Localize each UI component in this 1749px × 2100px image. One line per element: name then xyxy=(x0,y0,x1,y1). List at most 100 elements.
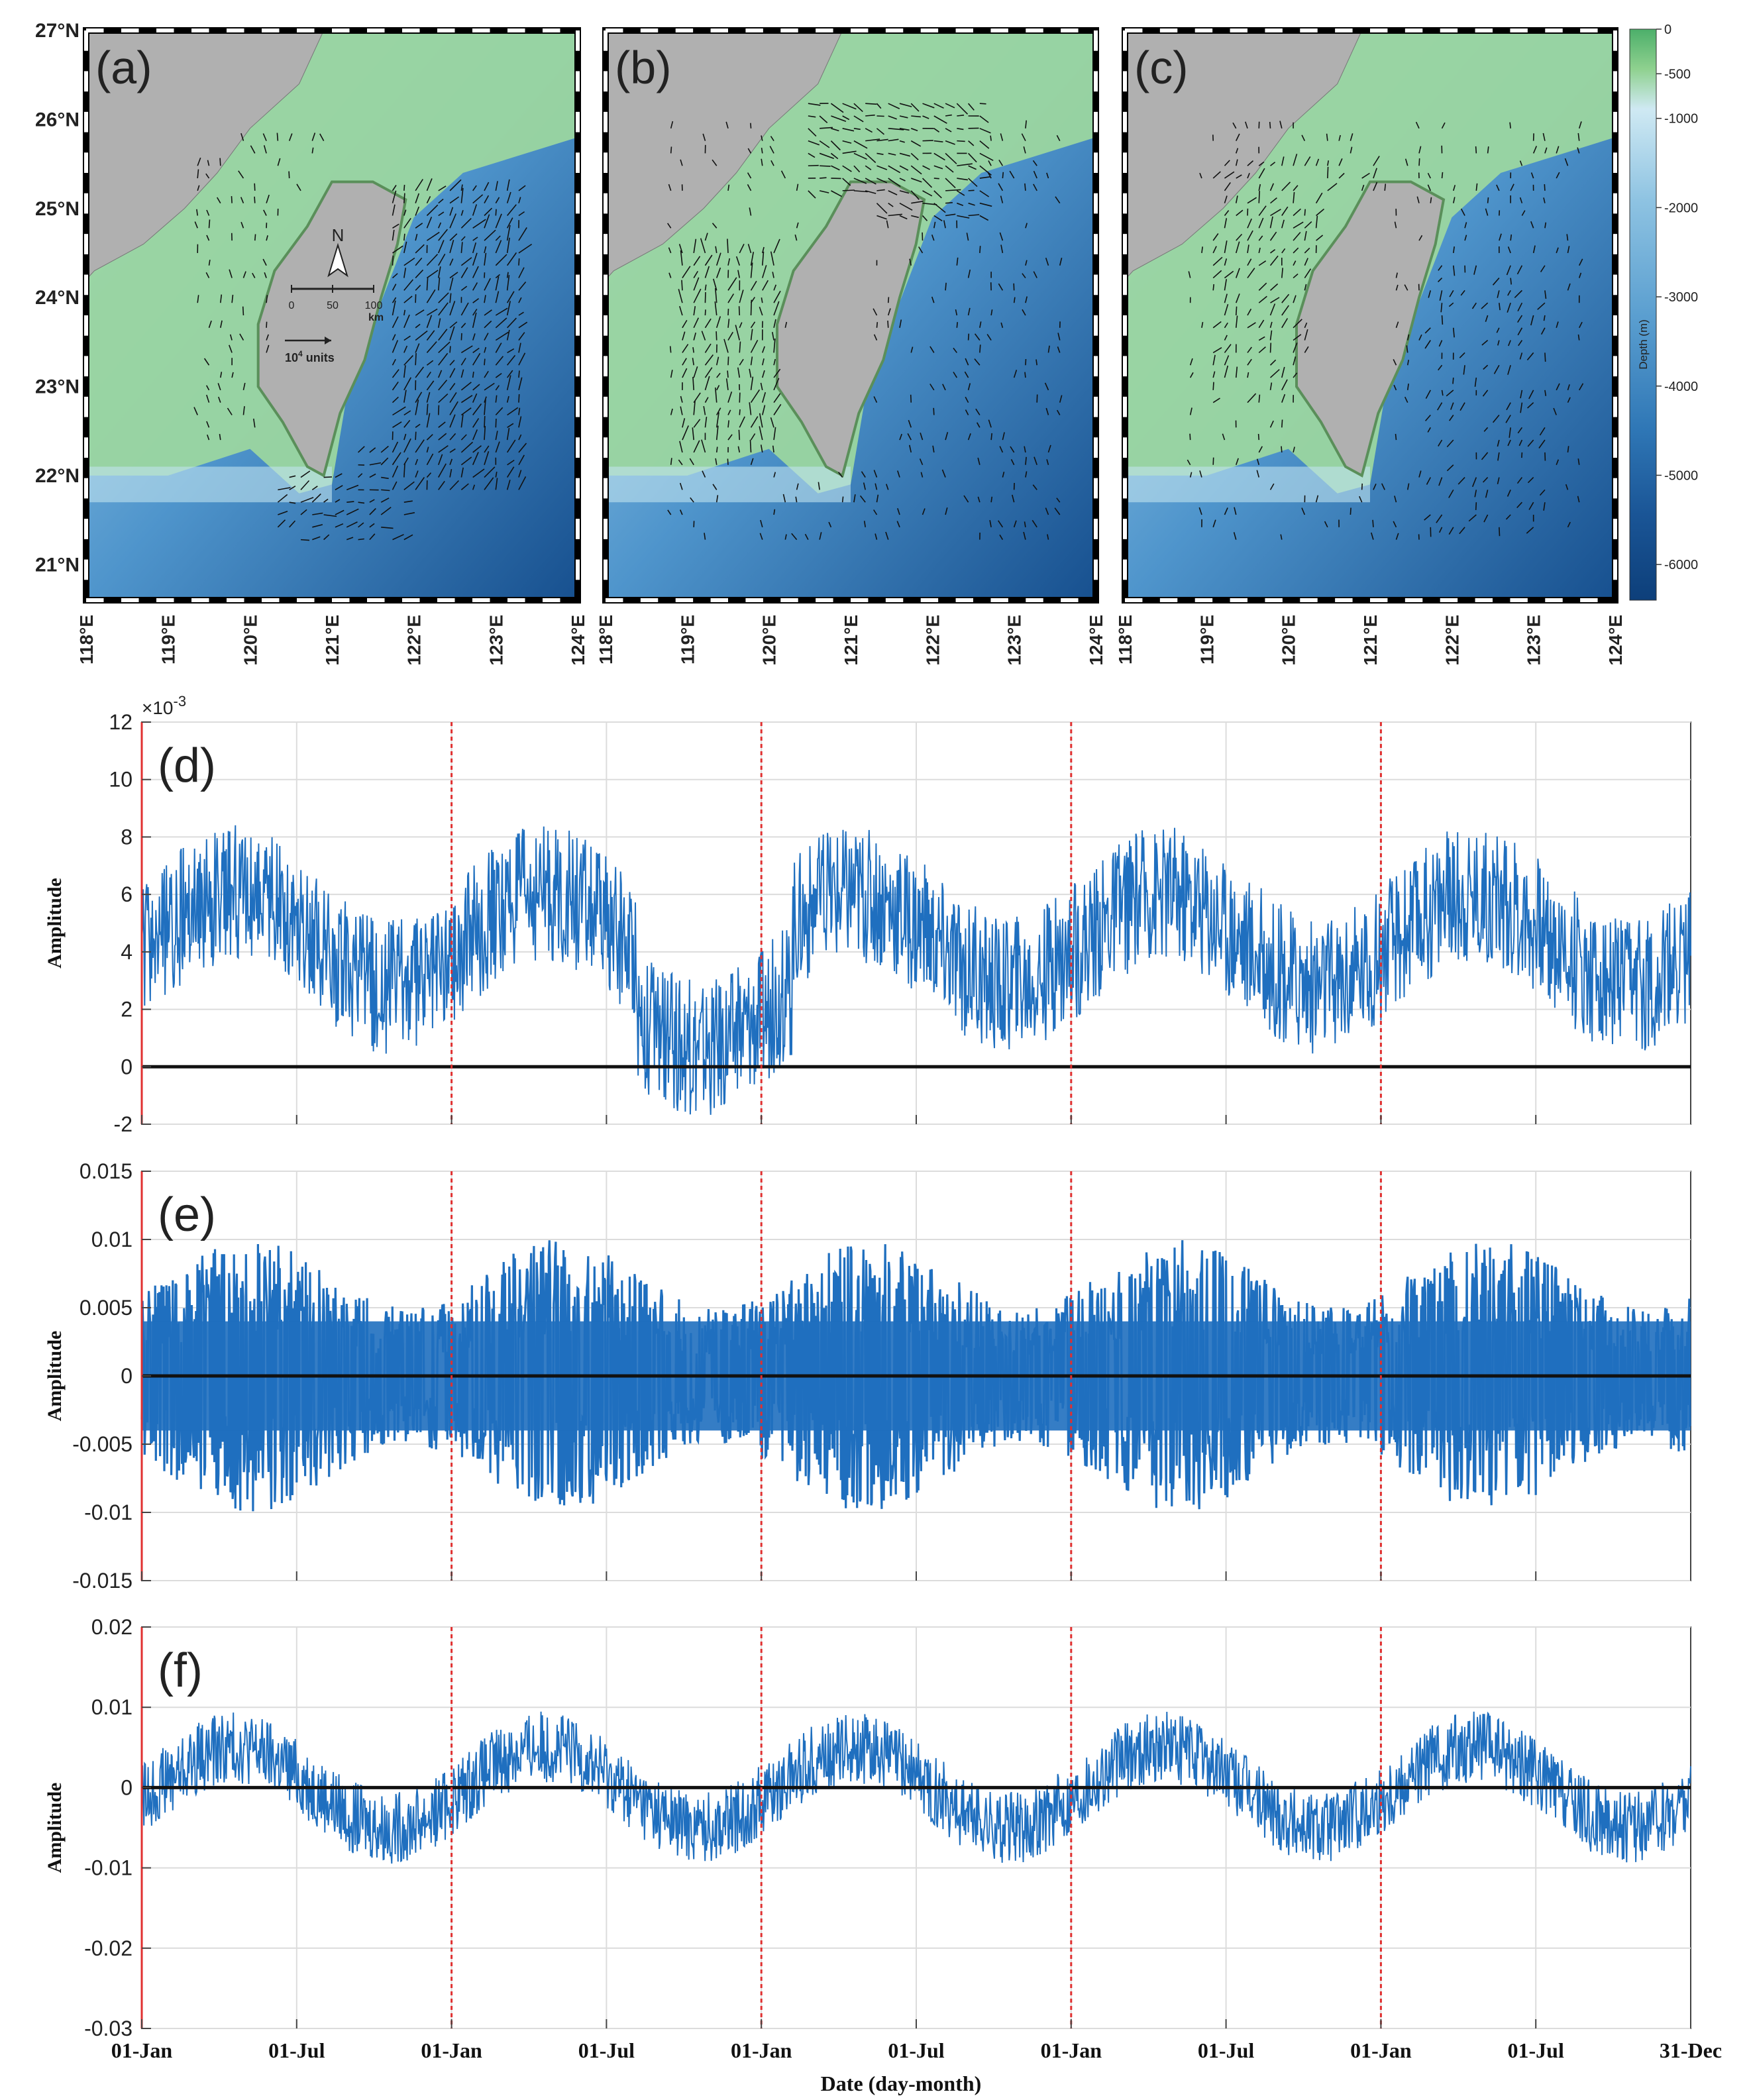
depth-colorbar: Depth (m) 0 -500 -1000 -2000 -3000 -4000 -5000… xyxy=(1629,23,1698,601)
vector-arrow xyxy=(863,482,866,490)
vector-arrow xyxy=(438,240,445,254)
vector-arrow xyxy=(495,356,504,366)
vector-arrow xyxy=(460,358,466,366)
vector-arrow xyxy=(979,215,989,221)
vector-arrow xyxy=(865,128,873,133)
vector-arrow xyxy=(819,140,830,148)
vector-arrow xyxy=(472,266,479,278)
vector-arrow xyxy=(484,477,494,490)
vector-arrow xyxy=(1245,121,1248,129)
lon-tick-label: 121°E xyxy=(1360,615,1381,666)
vector-arrow xyxy=(750,356,753,366)
vector-arrow xyxy=(1395,272,1398,278)
vector-arrow xyxy=(197,295,199,303)
vector-arrow xyxy=(998,520,1004,528)
vector-arrow xyxy=(358,446,365,453)
vector-arrow xyxy=(704,233,708,241)
vector-arrow xyxy=(1013,297,1016,303)
vector-arrow xyxy=(415,399,419,415)
vector-arrow xyxy=(1212,171,1221,179)
vector-arrow xyxy=(449,272,458,279)
lon-tick-label: 120°E xyxy=(1279,615,1299,666)
vector-arrow xyxy=(670,121,674,129)
vector-arrow xyxy=(727,277,737,291)
vector-arrow xyxy=(1544,184,1546,191)
vector-arrow xyxy=(506,272,509,278)
vector-arrow xyxy=(762,346,765,353)
vector-arrow xyxy=(1281,394,1286,403)
vector-arrow xyxy=(945,114,952,117)
vector-arrow xyxy=(716,316,721,329)
vector-arrow xyxy=(460,407,472,416)
vector-arrow xyxy=(392,297,397,303)
vector-arrow xyxy=(979,152,994,162)
vector-arrow xyxy=(933,140,943,142)
vector-arrow xyxy=(1508,340,1511,346)
vector-arrow xyxy=(796,184,799,191)
vector-arrow xyxy=(1579,383,1584,391)
vector-arrow xyxy=(1532,146,1538,154)
vector-arrow xyxy=(953,347,957,353)
vector-arrow xyxy=(911,115,921,118)
vector-arrow xyxy=(1304,156,1311,166)
vector-arrow xyxy=(1189,433,1191,441)
vector-arrow xyxy=(1544,222,1547,229)
vector-arrow xyxy=(808,128,817,137)
vector-arrow xyxy=(1453,185,1456,191)
vector-arrow xyxy=(1293,260,1297,266)
vector-arrow xyxy=(1496,184,1500,191)
series-panel-e: 0.015 0.01 0.005 0 -0.005 -0.01 -0.015 Amplitud… xyxy=(44,1159,1692,1593)
vector-arrow xyxy=(392,396,399,403)
vector-arrow xyxy=(1510,234,1512,241)
map-panel-label: (b) xyxy=(615,42,672,93)
vector-arrow xyxy=(1507,439,1511,446)
vector-arrow xyxy=(403,184,405,191)
vector-arrow xyxy=(886,220,889,229)
vector-arrow xyxy=(449,233,458,241)
vector-arrow xyxy=(1258,336,1265,341)
vector-arrow xyxy=(1440,303,1443,313)
vector-arrow xyxy=(1338,172,1345,179)
vector-arrow xyxy=(231,196,233,203)
vector-arrow xyxy=(219,433,221,441)
lon-tick-label: 123°E xyxy=(1004,615,1025,666)
vector-arrow xyxy=(1350,507,1352,515)
vector-arrow xyxy=(1406,483,1410,490)
vector-arrow xyxy=(668,184,672,191)
vector-arrow xyxy=(438,380,448,391)
taiwan-island xyxy=(1295,180,1446,478)
vector-arrow xyxy=(1235,195,1238,203)
vector-arrow xyxy=(472,352,481,366)
vector-arrow xyxy=(1448,489,1454,498)
vector-arrow xyxy=(208,259,211,266)
colorbar-tick-label: -1000 xyxy=(1664,112,1698,127)
colorbar-tick-label: -3000 xyxy=(1664,290,1698,305)
vector-arrow xyxy=(842,103,857,110)
vector-arrow xyxy=(1000,133,1004,141)
vector-arrow xyxy=(1520,402,1523,413)
vector-arrow xyxy=(438,222,442,229)
vector-arrow xyxy=(460,434,467,441)
vector-arrow xyxy=(266,295,268,303)
vector-arrow xyxy=(392,369,399,378)
vector-arrow xyxy=(484,415,486,428)
vector-arrow xyxy=(426,270,439,279)
vector-arrow xyxy=(1395,284,1399,291)
vector-arrow xyxy=(266,235,268,241)
vector-arrow xyxy=(426,472,432,478)
vector-arrow xyxy=(999,446,1004,453)
vector-arrow xyxy=(1281,182,1291,191)
vector-arrow xyxy=(518,416,522,428)
vector-arrow xyxy=(1059,258,1063,266)
vector-arrow xyxy=(289,475,296,478)
vector-arrow xyxy=(392,481,398,490)
vector-arrow xyxy=(1047,445,1051,453)
vector-arrow xyxy=(1475,502,1477,510)
vector-arrow xyxy=(750,340,759,353)
vector-arrow xyxy=(392,452,401,466)
vector-arrow xyxy=(853,140,868,149)
map-panels: (a) 118°E 119°E 120°E 121°E 122°E 123°E 124°E N 0… xyxy=(35,20,1626,666)
vector-arrow xyxy=(1371,532,1374,540)
vector-arrow xyxy=(780,170,786,179)
vector-arrow xyxy=(1507,490,1511,497)
